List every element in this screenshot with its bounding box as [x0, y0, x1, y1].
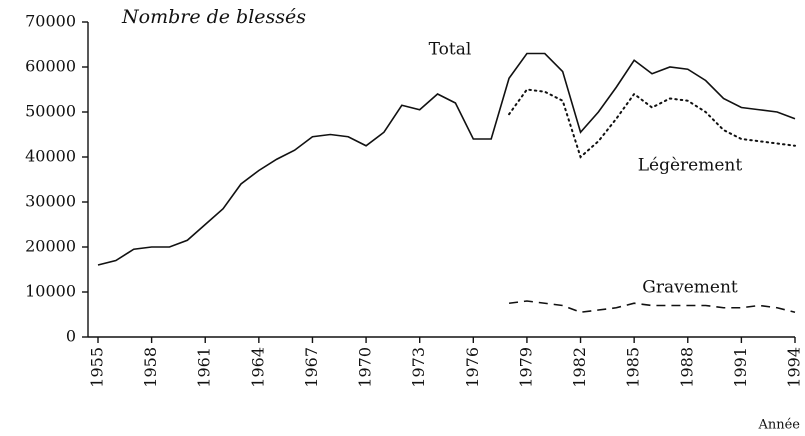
y-tick-label: 60000 [25, 57, 76, 76]
y-tick-label: 70000 [25, 12, 76, 31]
y-tick-label: 0 [66, 327, 76, 346]
x-tick-label: 1982 [570, 347, 589, 388]
x-tick-label: 1964 [248, 347, 267, 388]
x-tick-label: 1988 [677, 347, 696, 388]
y-tick-label: 10000 [25, 282, 76, 301]
y-tick-label: 40000 [25, 147, 76, 166]
series-label: Légèrement [638, 156, 743, 176]
data-line [508, 300, 796, 314]
x-tick-label: 1976 [463, 347, 482, 388]
x-tick-label: 1973 [409, 347, 428, 388]
y-tick-label: 20000 [25, 237, 76, 256]
x-tick-label: 1967 [302, 347, 321, 388]
x-tick-label: 1961 [195, 347, 214, 388]
x-tick-label: 1985 [624, 347, 643, 388]
x-tick-label: 1994 [785, 347, 804, 388]
chart-title: Nombre de blessés [121, 6, 306, 28]
x-tick-label: 1991 [731, 347, 750, 388]
data-line [97, 52, 796, 266]
x-tick-label: 1955 [88, 347, 107, 388]
x-tick-label: 1970 [356, 347, 375, 388]
y-tick-label: 50000 [25, 102, 76, 121]
x-tick-label: 1958 [141, 347, 160, 388]
y-tick-label: 30000 [25, 192, 76, 211]
series-label: Total [429, 40, 472, 60]
data-line [508, 88, 796, 159]
x-tick-label: 1979 [516, 347, 535, 388]
x-axis-label: Année [757, 418, 800, 433]
series-label: Gravement [642, 278, 738, 298]
